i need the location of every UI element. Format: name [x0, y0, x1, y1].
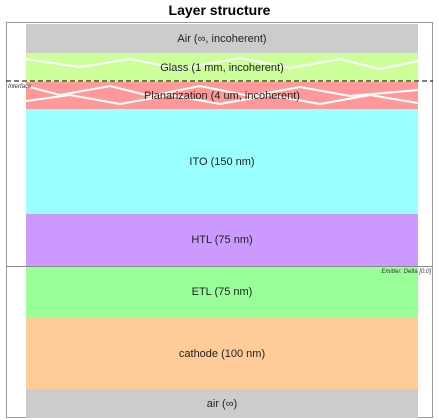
layer-htl-label: HTL (75 nm)	[191, 234, 253, 246]
layer-glass: Glass (1 mm, incoherent)	[26, 53, 418, 82]
layer-cathode: cathode (100 nm)	[26, 318, 418, 389]
layer-glass-label: Glass (1 mm, incoherent)	[160, 61, 284, 74]
layer-ito: ITO (150 nm)	[26, 109, 418, 214]
layer-planarization-label: Planarization (4 um, incoherent)	[144, 89, 300, 102]
emitter-plane-line	[6, 266, 433, 267]
layer-cathode-label: cathode (100 nm)	[178, 347, 266, 360]
layer-air-bottom: air (∞)	[26, 389, 418, 418]
diagram-title: Layer structure	[168, 2, 271, 18]
emitter-label: Emitter: Delta [0.0]	[381, 269, 431, 275]
layer-air-top: Air (∞, incoherent)	[26, 24, 418, 53]
layer-air-bottom-label: air (∞)	[206, 397, 238, 410]
layer-planarization: Planarization (4 um, incoherent)	[26, 82, 418, 109]
layer-ito-label: ITO (150 nm)	[189, 155, 255, 168]
layer-etl-label: ETL (75 nm)	[191, 286, 253, 298]
interface-label: Interface	[8, 84, 32, 90]
layer-etl: ETL (75 nm)	[26, 266, 418, 318]
layer-htl: HTL (75 nm)	[26, 214, 418, 266]
layer-air-top-label: Air (∞, incoherent)	[177, 32, 267, 45]
